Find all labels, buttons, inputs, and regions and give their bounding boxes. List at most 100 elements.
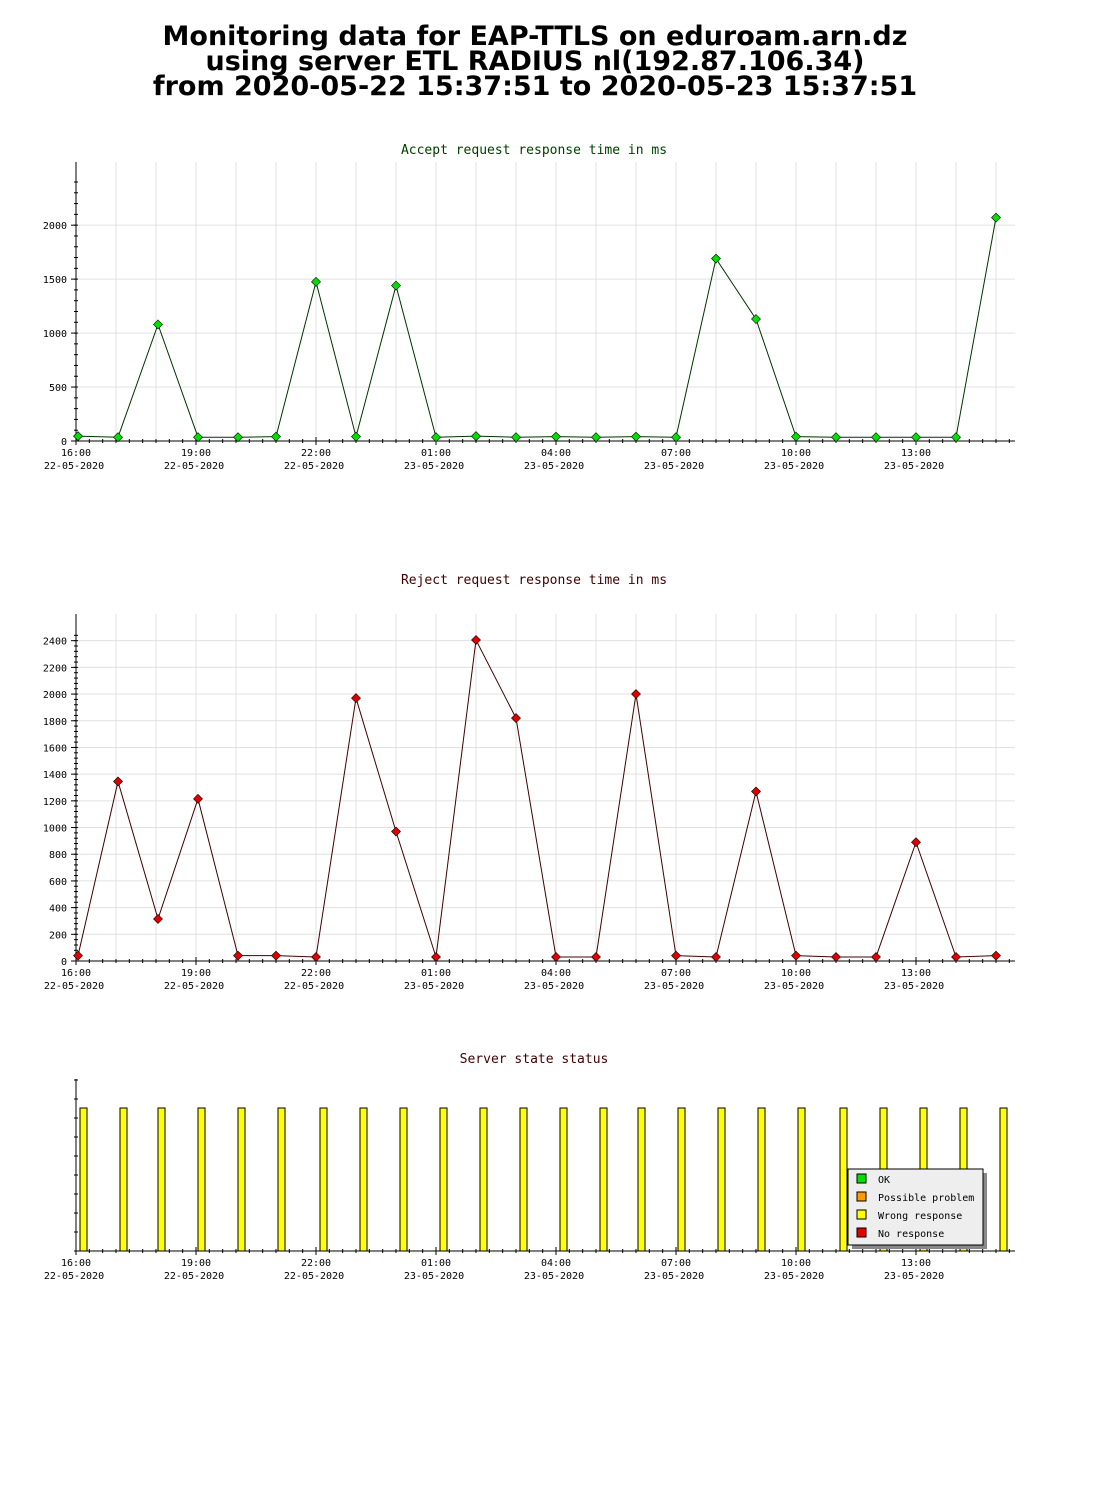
legend-box <box>847 1168 984 1246</box>
y-tick-label: 2200 <box>43 663 67 674</box>
data-point <box>911 432 921 443</box>
status-bar <box>479 1107 488 1252</box>
data-point <box>311 952 321 962</box>
x-tick-label-date: 23-05-2020 <box>404 981 464 992</box>
status-bar <box>757 1107 766 1252</box>
x-tick-label-time: 16:00 <box>61 1258 91 1269</box>
data-point <box>671 432 681 443</box>
chart-title: Accept request response time in ms <box>401 143 667 158</box>
data-point <box>471 431 481 442</box>
data-point <box>711 952 721 962</box>
x-tick-label-time: 07:00 <box>661 448 691 459</box>
x-tick-label-date: 22-05-2020 <box>164 461 224 472</box>
x-tick-label-time: 19:00 <box>181 968 211 979</box>
data-point <box>271 950 281 961</box>
y-tick-label: 1200 <box>43 797 67 808</box>
x-tick-label-time: 19:00 <box>181 1258 211 1269</box>
data-point <box>431 432 441 443</box>
status-bar <box>157 1107 166 1252</box>
y-tick-label: 1800 <box>43 717 67 728</box>
data-point <box>351 693 361 703</box>
data-point <box>751 314 761 324</box>
data-point <box>951 432 961 443</box>
x-tick-label-date: 22-05-2020 <box>284 981 344 992</box>
x-tick-label-date: 23-05-2020 <box>404 1271 464 1282</box>
x-tick-label-date: 23-05-2020 <box>524 1271 584 1282</box>
y-tick-label: 1400 <box>43 770 67 781</box>
status-bar <box>237 1107 246 1252</box>
x-tick-label-time: 13:00 <box>901 1258 931 1269</box>
data-point <box>193 793 203 804</box>
data-point <box>751 786 761 797</box>
data-point <box>991 950 1001 961</box>
x-tick-label-time: 01:00 <box>421 1258 451 1269</box>
data-point <box>311 276 321 287</box>
status-bar <box>359 1107 368 1252</box>
y-tick-label: 400 <box>49 904 67 915</box>
data-point <box>951 952 961 962</box>
data-point <box>233 432 243 443</box>
x-tick-label-time: 19:00 <box>181 448 211 459</box>
x-tick-label-date: 23-05-2020 <box>884 981 944 992</box>
data-point <box>831 952 841 962</box>
data-point <box>153 319 163 330</box>
status-bar <box>519 1107 528 1252</box>
page-title: Monitoring data for EAP-TTLS on eduroam.… <box>0 23 1070 100</box>
status-bar <box>439 1107 448 1252</box>
x-tick-label-time: 22:00 <box>301 968 331 979</box>
legend-label: No response <box>878 1229 944 1240</box>
x-tick-label-date: 22-05-2020 <box>44 981 104 992</box>
x-tick-label-date: 22-05-2020 <box>164 1271 224 1282</box>
legend-swatch <box>856 1209 867 1220</box>
data-point <box>113 776 123 787</box>
y-tick-label: 500 <box>49 383 67 394</box>
x-tick-label-date: 23-05-2020 <box>644 1271 704 1282</box>
series-line <box>77 638 997 958</box>
x-tick-label-date: 22-05-2020 <box>44 461 104 472</box>
data-point <box>193 432 203 443</box>
chart-3: Server state status 16:00 22-05-2020 19:00 2… <box>44 1052 1015 1282</box>
data-point <box>511 713 521 724</box>
x-tick-label-time: 22:00 <box>301 448 331 459</box>
series-line <box>77 217 997 439</box>
data-point <box>631 689 641 699</box>
y-tick-label: 1600 <box>43 743 67 754</box>
x-tick-label-date: 23-05-2020 <box>404 461 464 472</box>
data-point <box>391 280 401 291</box>
x-tick-label-time: 10:00 <box>781 1258 811 1269</box>
data-point <box>831 432 841 443</box>
y-tick-label: 1000 <box>43 329 67 340</box>
x-tick-label-date: 23-05-2020 <box>884 1271 944 1282</box>
x-tick-label-time: 04:00 <box>541 968 571 979</box>
x-tick-label-date: 22-05-2020 <box>284 1271 344 1282</box>
legend-swatch <box>856 1191 867 1202</box>
y-tick-label: 2400 <box>43 637 67 648</box>
data-point <box>73 431 83 442</box>
status-bar <box>599 1107 608 1252</box>
x-tick-label-time: 22:00 <box>301 1258 331 1269</box>
y-tick-label: 600 <box>49 877 67 888</box>
data-point <box>233 950 243 961</box>
x-tick-label-time: 16:00 <box>61 968 91 979</box>
status-bar <box>839 1107 848 1252</box>
data-point <box>271 431 281 442</box>
data-point <box>991 212 1001 223</box>
data-point <box>591 952 601 962</box>
y-tick-label: 800 <box>49 850 67 861</box>
y-tick-label: 2000 <box>43 221 67 232</box>
legend-label: OK <box>878 1175 890 1186</box>
x-tick-label-time: 01:00 <box>421 968 451 979</box>
legend-swatch <box>856 1173 867 1184</box>
data-point <box>551 952 561 962</box>
x-tick-label-time: 04:00 <box>541 448 571 459</box>
x-tick-label-time: 16:00 <box>61 448 91 459</box>
status-bar <box>277 1107 286 1252</box>
legend-label: Wrong response <box>878 1211 962 1222</box>
y-tick-label: 1500 <box>43 275 67 286</box>
legend-label: Possible problem <box>878 1193 974 1204</box>
x-tick-label-time: 07:00 <box>661 1258 691 1269</box>
status-bar <box>637 1107 646 1252</box>
data-point <box>431 952 441 962</box>
data-point <box>871 952 881 962</box>
